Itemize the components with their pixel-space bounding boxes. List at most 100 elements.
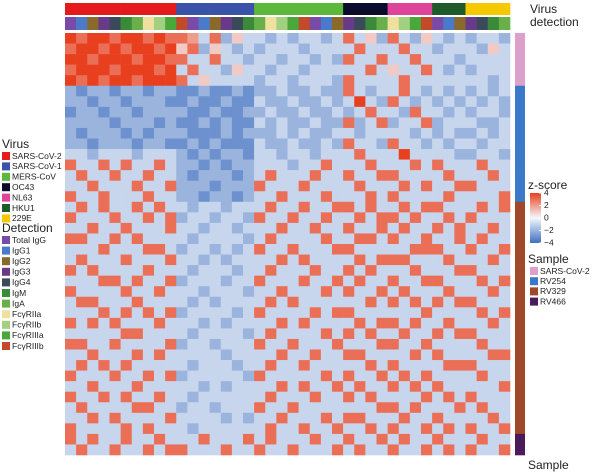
heatmap-cell: [320, 180, 333, 192]
heatmap-cell: [198, 317, 210, 329]
heatmap-cell: [387, 286, 400, 298]
heatmap-cell: [87, 444, 99, 456]
heatmap-cell: [243, 75, 255, 87]
heatmap-cell: [176, 170, 188, 181]
heatmap-cell: [365, 43, 377, 55]
heatmap-cell: [154, 64, 166, 76]
heatmap-cell: [487, 360, 500, 371]
heatmap-cell: [298, 96, 311, 108]
heatmap-cell: [309, 33, 322, 44]
heatmap-cell: [421, 433, 433, 445]
heatmap-cell: [165, 265, 177, 276]
heatmap-cell: [109, 117, 121, 129]
heatmap-cell: [320, 254, 333, 266]
heatmap-cell: [320, 138, 333, 150]
heatmap-cell: [387, 201, 400, 213]
heatmap-cell: [421, 317, 433, 329]
heatmap-cell: [409, 191, 422, 203]
sample-annotation: [515, 201, 525, 213]
heatmap-cell: [443, 349, 455, 361]
heatmap-cell: [498, 338, 511, 350]
heatmap-cell: [65, 296, 77, 308]
heatmap-cell: [131, 328, 144, 340]
heatmap-cell: [343, 54, 355, 65]
heatmap-cell: [354, 275, 366, 287]
heatmap-cell: [165, 191, 177, 203]
heatmap-cell: [409, 43, 422, 55]
legend-label: IgG1: [12, 245, 31, 255]
heatmap-cell: [198, 149, 210, 160]
heatmap-cell: [65, 265, 77, 276]
heatmap-cell: [421, 402, 433, 414]
heatmap-cell: [120, 212, 133, 224]
heatmap-cell: [409, 222, 422, 234]
heatmap-cell: [220, 328, 233, 340]
heatmap-cell: [343, 64, 355, 76]
heatmap-cell: [443, 106, 455, 118]
heatmap-cell: [220, 138, 233, 150]
heatmap-cell: [421, 233, 433, 245]
heatmap-cell: [387, 391, 400, 403]
heatmap-cell: [454, 328, 466, 340]
heatmap-cell: [287, 433, 299, 445]
heatmap-cell: [421, 338, 433, 350]
sample-annotation: [515, 349, 525, 361]
heatmap-cell: [376, 412, 388, 424]
detection-annotation: [487, 17, 500, 30]
heatmap-cell: [231, 275, 244, 287]
heatmap-cell: [265, 43, 277, 55]
heatmap-cell: [209, 191, 222, 203]
heatmap-cell: [332, 222, 344, 234]
heatmap-cell: [198, 423, 210, 435]
heatmap-cell: [220, 317, 233, 329]
heatmap-cell: [87, 33, 99, 44]
heatmap-cell: [209, 106, 222, 118]
sample-annotation: [515, 254, 525, 266]
detection-annotation: [387, 17, 400, 30]
heatmap-cell: [354, 307, 366, 319]
heatmap-cell: [254, 370, 266, 382]
heatmap-cell: [98, 317, 110, 329]
heatmap-cell: [142, 444, 155, 456]
heatmap-cell: [365, 106, 377, 118]
heatmap-cell: [421, 64, 433, 76]
heatmap-cell: [309, 349, 322, 361]
heatmap-cell: [454, 444, 466, 456]
heatmap-cell: [298, 75, 311, 87]
heatmap-cell: [87, 423, 99, 435]
heatmap-cell: [220, 233, 233, 245]
heatmap-cell: [187, 149, 199, 160]
heatmap-cell: [409, 64, 422, 76]
heatmap-cell: [465, 412, 477, 424]
heatmap-cell: [354, 349, 366, 361]
heatmap-cell: [165, 233, 177, 245]
heatmap-cell: [65, 370, 77, 382]
heatmap-cell: [320, 265, 333, 276]
heatmap-cell: [109, 138, 121, 150]
heatmap-cell: [343, 96, 355, 108]
heatmap-cell: [65, 180, 77, 192]
heatmap-cell: [298, 43, 311, 55]
heatmap-cell: [209, 391, 222, 403]
heatmap-cell: [209, 138, 222, 150]
detection-annotation: [131, 17, 144, 30]
heatmap-cell: [176, 180, 188, 192]
heatmap-cell: [443, 75, 455, 87]
heatmap-cell: [109, 75, 121, 87]
detection-annotation: [443, 17, 455, 30]
heatmap-cell: [309, 54, 322, 65]
virus-annotation: [209, 3, 222, 15]
heatmap-cell: [398, 254, 411, 266]
heatmap-cell: [65, 96, 77, 108]
heatmap-cell: [65, 54, 77, 65]
heatmap-cell: [376, 370, 388, 382]
heatmap-cell: [198, 85, 210, 97]
heatmap-cell: [454, 54, 466, 65]
heatmap-cell: [87, 54, 99, 65]
heatmap-cell: [387, 370, 400, 382]
heatmap-cell: [131, 149, 144, 160]
heatmap-cell: [220, 370, 233, 382]
heatmap-cell: [87, 286, 99, 298]
heatmap-cell: [354, 296, 366, 308]
detection-annotation: [65, 17, 77, 30]
